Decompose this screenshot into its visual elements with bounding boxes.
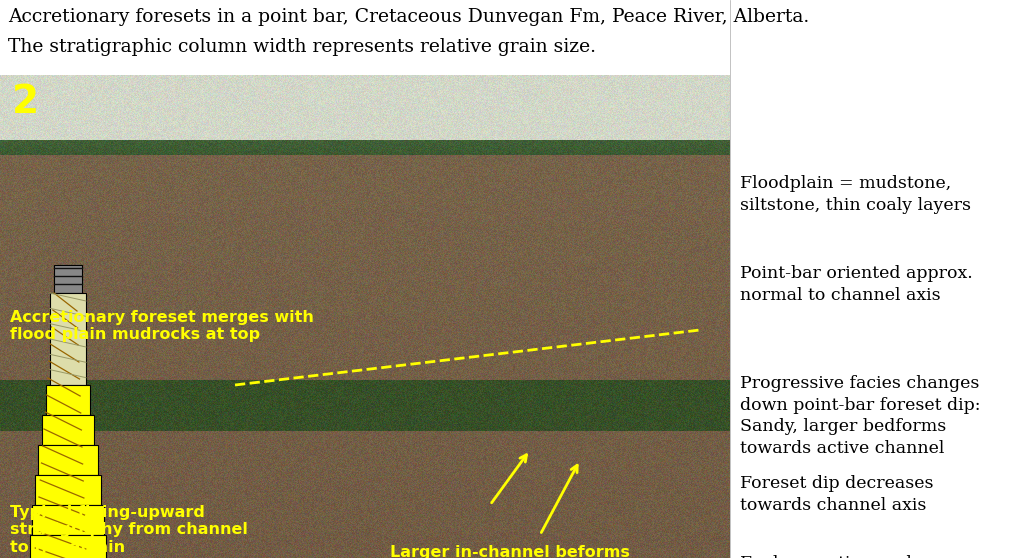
Bar: [35, 475, 101, 505]
Bar: [46, 385, 90, 415]
Text: Floodplain = mudstone,
siltstone, thin coaly layers: Floodplain = mudstone, siltstone, thin c…: [740, 175, 971, 214]
Text: Foreset dip decreases
towards channel axis: Foreset dip decreases towards channel ax…: [740, 475, 934, 513]
Text: Larger in-channel beforms
in lithic sandstone: Larger in-channel beforms in lithic sand…: [390, 545, 630, 558]
Text: 2: 2: [12, 83, 39, 121]
Bar: [30, 535, 106, 558]
Bar: [50, 293, 86, 385]
Text: Typical fining-upward
stratigraphy from channel
to floodplain: Typical fining-upward stratigraphy from …: [10, 505, 248, 555]
Bar: [32, 505, 104, 535]
Text: Accretionary foresets in a point bar, Cretaceous Dunvegan Fm, Peace River, Alber: Accretionary foresets in a point bar, Cr…: [8, 8, 809, 26]
Text: Progressive facies changes
down point-bar foreset dip:
Sandy, larger bedforms
to: Progressive facies changes down point-ba…: [740, 375, 981, 456]
Bar: [54, 265, 82, 293]
Text: Point-bar oriented approx.
normal to channel axis: Point-bar oriented approx. normal to cha…: [740, 265, 973, 304]
Text: Accretionary foreset merges with
flood plain mudrocks at top: Accretionary foreset merges with flood p…: [10, 310, 314, 343]
Bar: [42, 415, 94, 445]
Bar: [38, 445, 98, 475]
Text: Each accretionary layer
represents deposition
extending from the flood-
plain to: Each accretionary layer represents depos…: [740, 555, 974, 558]
Text: The stratigraphic column width represents relative grain size.: The stratigraphic column width represent…: [8, 38, 596, 56]
